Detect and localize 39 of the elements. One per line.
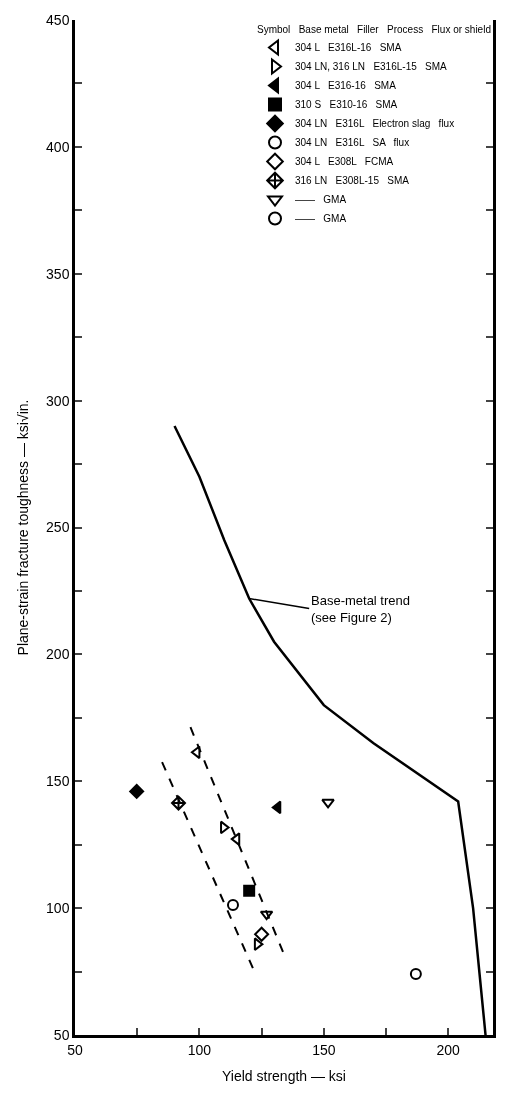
x-tick-label: 50 bbox=[67, 1041, 83, 1058]
point bbox=[190, 745, 201, 760]
legend-label: —— GMA bbox=[295, 194, 347, 206]
y-tick-label: 100 bbox=[46, 900, 70, 917]
legend-label: 304 LN E316L SA flux bbox=[295, 137, 410, 149]
point bbox=[243, 884, 256, 897]
legend-label: 304 L E316-16 SMA bbox=[295, 80, 397, 92]
annotation: Base-metal trend (see Figure 2) bbox=[311, 593, 410, 625]
legend-label: 316 LN E308L-15 SMA bbox=[295, 175, 410, 187]
y-tick-label: 250 bbox=[46, 519, 70, 536]
legend-label: 304 L E316L-16 SMA bbox=[295, 42, 402, 54]
y-axis-title: Plane-strain fracture toughness — ksi√in. bbox=[14, 399, 31, 656]
y-tick-label: 450 bbox=[46, 11, 70, 28]
legend-title: Symbol Base metal Filler Process Flux or shield bbox=[257, 24, 491, 35]
point bbox=[321, 798, 335, 809]
point bbox=[129, 783, 145, 799]
point bbox=[259, 910, 274, 921]
point bbox=[171, 795, 186, 811]
x-axis-title: Yield strength — ksi bbox=[222, 1067, 346, 1084]
x-tick-label: 100 bbox=[187, 1041, 212, 1058]
y-tick-label: 200 bbox=[46, 646, 70, 663]
point bbox=[226, 899, 239, 912]
y-tick-label: 300 bbox=[46, 392, 70, 409]
legend-label: 310 S E310-16 SMA bbox=[295, 99, 398, 111]
y-tick-label: 150 bbox=[46, 773, 70, 790]
y-tick-label: 400 bbox=[46, 138, 70, 155]
legend-label: 304 LN E316L Electron slag flux bbox=[295, 118, 455, 130]
legend-label: —— GMA bbox=[295, 213, 347, 225]
point bbox=[254, 926, 270, 942]
y-tick-label: 50 bbox=[53, 1026, 70, 1043]
y-tick-label: 350 bbox=[46, 265, 70, 282]
legend-label: 304 L E308L FCMA bbox=[295, 156, 394, 168]
point bbox=[409, 968, 422, 981]
x-tick-label: 150 bbox=[312, 1041, 336, 1058]
point bbox=[271, 800, 282, 815]
x-tick-label: 200 bbox=[436, 1041, 461, 1058]
point bbox=[230, 832, 241, 846]
point bbox=[253, 937, 264, 951]
legend-label: 304 LN, 316 LN E316L-15 SMA bbox=[295, 61, 448, 73]
